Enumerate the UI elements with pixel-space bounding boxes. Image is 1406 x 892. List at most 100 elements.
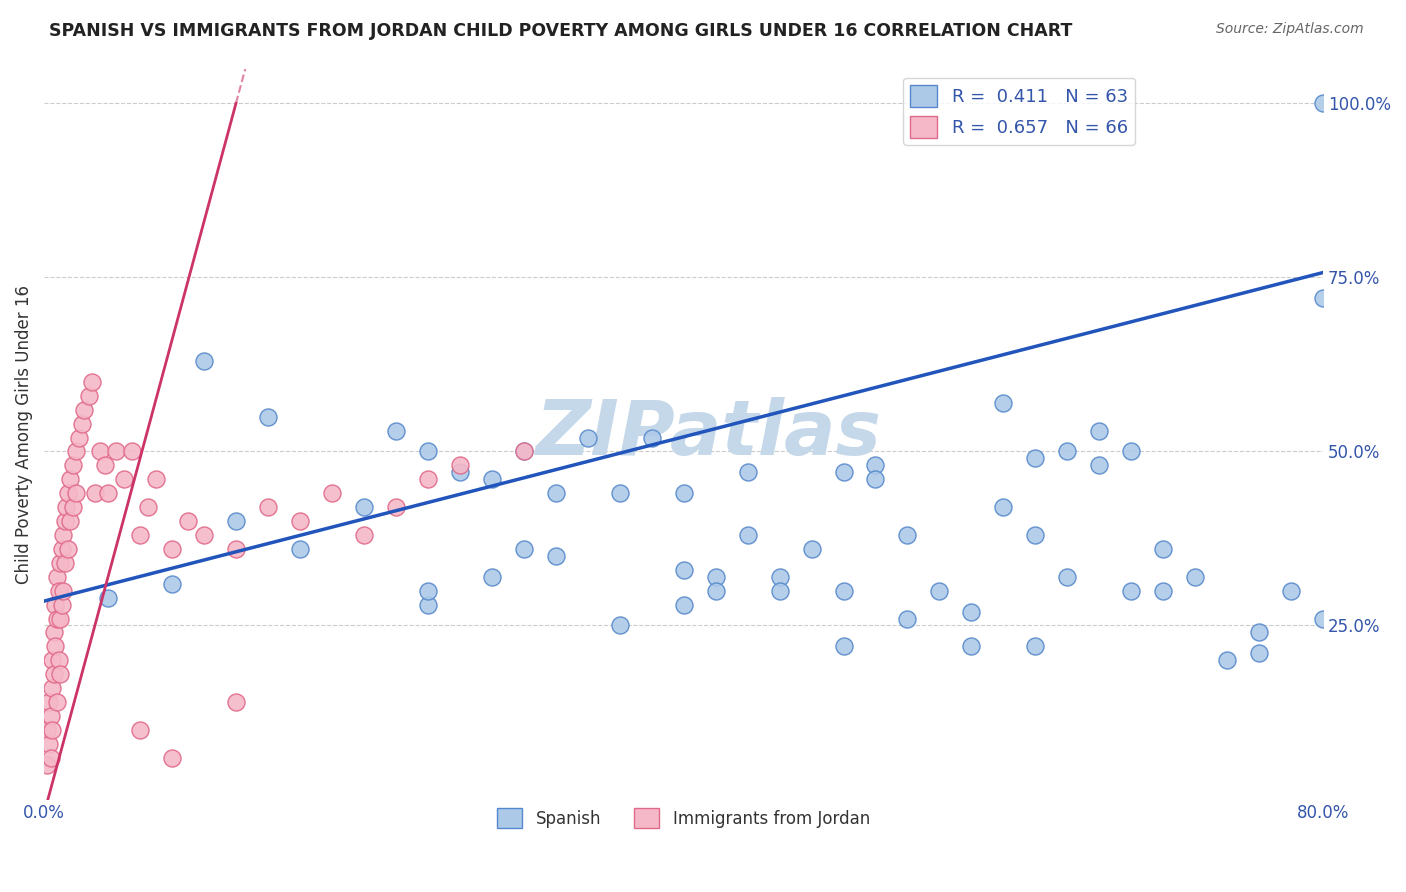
Point [1088,424,1111,438]
Point [59,514,82,528]
Point [672,598,695,612]
Point [672,563,695,577]
Point [145,472,167,486]
Point [49,556,72,570]
Point [41,653,63,667]
Point [609,618,631,632]
Point [72,417,94,431]
Point [1121,444,1143,458]
Point [121,444,143,458]
Point [609,486,631,500]
Point [42,667,65,681]
Point [94,458,117,473]
Point [177,514,200,528]
Point [385,424,408,438]
Point [48,653,70,667]
Point [49,667,72,681]
Point [481,570,503,584]
Point [44,640,66,654]
Point [160,750,183,764]
Point [1249,646,1271,660]
Point [52,528,75,542]
Point [62,458,84,473]
Point [993,395,1015,409]
Point [97,591,120,605]
Point [53,514,76,528]
Point [288,514,311,528]
Point [67,430,90,444]
Point [1152,583,1174,598]
Point [1249,625,1271,640]
Point [1024,640,1046,654]
Point [704,583,727,598]
Point [160,576,183,591]
Point [193,528,215,542]
Point [481,472,503,486]
Point [513,444,536,458]
Point [1088,458,1111,473]
Point [832,640,855,654]
Point [960,640,983,654]
Point [37,757,59,772]
Point [97,486,120,500]
Point [832,465,855,479]
Point [44,598,66,612]
Point [513,444,536,458]
Point [640,430,662,444]
Point [89,444,111,458]
Point [225,695,247,709]
Point [672,486,695,500]
Point [1184,570,1206,584]
Point [513,541,536,556]
Point [1312,611,1334,625]
Point [960,605,983,619]
Point [385,500,408,515]
Point [41,723,63,737]
Point [321,486,343,500]
Point [1216,653,1239,667]
Point [160,541,183,556]
Point [129,528,152,542]
Point [449,465,471,479]
Point [1152,541,1174,556]
Point [737,465,759,479]
Point [45,695,67,709]
Point [80,375,103,389]
Point [52,583,75,598]
Point [768,583,790,598]
Point [51,598,73,612]
Point [257,500,280,515]
Point [768,570,790,584]
Point [704,570,727,584]
Point [416,472,439,486]
Point [800,541,823,556]
Point [544,486,567,500]
Point [39,750,62,764]
Point [449,458,471,473]
Point [1024,451,1046,466]
Point [73,402,96,417]
Point [1312,291,1334,305]
Point [353,528,375,542]
Point [112,472,135,486]
Point [42,625,65,640]
Point [38,737,60,751]
Point [37,723,59,737]
Point [62,500,84,515]
Point [544,549,567,563]
Point [353,500,375,515]
Point [1312,96,1334,111]
Point [225,541,247,556]
Point [1056,570,1078,584]
Point [51,541,73,556]
Point [39,709,62,723]
Point [56,486,79,500]
Point [416,583,439,598]
Point [84,486,107,500]
Point [1056,444,1078,458]
Point [53,556,76,570]
Point [737,528,759,542]
Point [993,500,1015,515]
Legend: Spanish, Immigrants from Jordan: Spanish, Immigrants from Jordan [491,801,877,835]
Y-axis label: Child Poverty Among Girls Under 16: Child Poverty Among Girls Under 16 [15,285,32,583]
